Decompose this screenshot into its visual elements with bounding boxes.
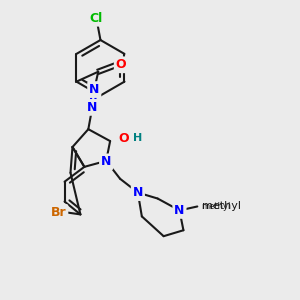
Text: methyl: methyl (201, 202, 231, 211)
Text: Cl: Cl (90, 12, 103, 25)
Text: O: O (116, 58, 126, 71)
Text: O: O (119, 132, 129, 145)
Text: methyl: methyl (202, 202, 241, 212)
Text: N: N (89, 83, 100, 96)
Text: N: N (101, 155, 111, 168)
Text: Br: Br (51, 206, 66, 219)
Text: N: N (133, 186, 143, 199)
Text: N: N (87, 101, 98, 114)
Text: H: H (133, 133, 142, 143)
Text: N: N (174, 204, 185, 217)
